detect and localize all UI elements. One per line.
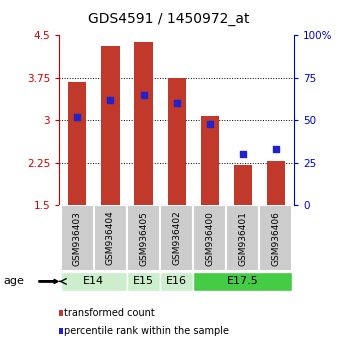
Text: age: age bbox=[3, 276, 24, 286]
Bar bbox=[101, 46, 120, 205]
Text: GDS4591 / 1450972_at: GDS4591 / 1450972_at bbox=[88, 12, 250, 27]
Text: E16: E16 bbox=[166, 276, 187, 286]
Text: E17.5: E17.5 bbox=[227, 276, 259, 286]
Bar bbox=[61, 205, 94, 271]
Bar bbox=[267, 161, 285, 205]
Point bbox=[273, 147, 279, 152]
Text: E14: E14 bbox=[83, 276, 104, 286]
Point bbox=[108, 97, 113, 103]
Point bbox=[75, 114, 80, 120]
Point bbox=[141, 92, 146, 98]
Point bbox=[207, 121, 212, 127]
Text: GSM936400: GSM936400 bbox=[205, 211, 214, 266]
Bar bbox=[168, 78, 186, 205]
Bar bbox=[127, 205, 160, 271]
Point bbox=[174, 101, 179, 106]
Bar bbox=[160, 272, 193, 291]
Bar bbox=[193, 272, 292, 291]
Text: GSM936405: GSM936405 bbox=[139, 211, 148, 266]
Bar bbox=[226, 205, 259, 271]
Bar bbox=[135, 42, 153, 205]
Bar bbox=[94, 205, 127, 271]
Bar bbox=[193, 205, 226, 271]
Bar bbox=[127, 272, 160, 291]
Text: GSM936406: GSM936406 bbox=[271, 211, 280, 266]
Bar bbox=[200, 116, 219, 205]
Bar bbox=[259, 205, 292, 271]
Bar bbox=[234, 165, 252, 205]
Bar bbox=[61, 272, 127, 291]
Text: GSM936402: GSM936402 bbox=[172, 211, 181, 266]
Text: transformed count: transformed count bbox=[64, 308, 155, 318]
Text: percentile rank within the sample: percentile rank within the sample bbox=[64, 326, 229, 336]
Text: GSM936401: GSM936401 bbox=[238, 211, 247, 266]
Point bbox=[240, 152, 245, 157]
Text: GSM936404: GSM936404 bbox=[106, 211, 115, 266]
Bar bbox=[68, 82, 87, 205]
Bar bbox=[160, 205, 193, 271]
Text: GSM936403: GSM936403 bbox=[73, 211, 82, 266]
Text: E15: E15 bbox=[133, 276, 154, 286]
